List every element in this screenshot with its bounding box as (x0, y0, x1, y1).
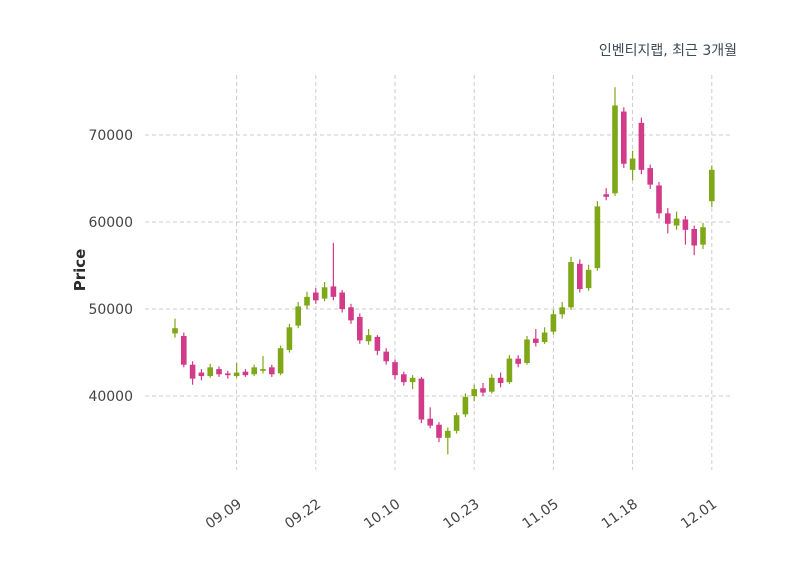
candle-body-up (585, 269, 592, 289)
candle-body-down (436, 424, 442, 438)
candle-body-up (321, 287, 328, 299)
candle-body-up (541, 332, 548, 343)
x-tick-label: 11.18 (599, 496, 641, 532)
y-axis-label: Price (71, 248, 89, 292)
candle-body-down (638, 122, 645, 170)
candle-body-up (207, 367, 213, 377)
candle-body-down (691, 228, 697, 246)
candle-body-down (181, 336, 187, 365)
x-tick-label: 12.01 (678, 496, 720, 532)
x-tick-label: 09.09 (203, 496, 245, 532)
y-tick-label: 50000 (88, 302, 133, 318)
y-tick-label: 60000 (88, 215, 133, 231)
candle-body-up (506, 358, 513, 383)
candle-body-down (603, 194, 609, 197)
candle-body-down (330, 286, 337, 297)
chart-title: 인벤티지랩, 최근 3개월 (598, 43, 737, 59)
candle-body-up (524, 339, 530, 363)
candle-body-down (665, 213, 671, 224)
candle-body-up (568, 262, 574, 308)
candle-body-up (295, 306, 301, 326)
candle-body-up (612, 105, 618, 194)
candle-body-down (357, 316, 363, 341)
x-tick-label: 10.10 (361, 496, 403, 532)
candle-body-down (418, 378, 425, 420)
candle-body-down (497, 377, 504, 383)
candle-body-up (489, 377, 495, 392)
candle-body-down (621, 111, 627, 164)
candle-body-up (700, 227, 706, 245)
candle-body-down (392, 362, 398, 376)
y-tick-label: 40000 (88, 389, 133, 405)
candle-body-up (304, 296, 310, 306)
candle-body-down (313, 292, 319, 301)
candle-body-up (409, 377, 416, 383)
candle-body-down (682, 219, 689, 230)
candle-body-up (453, 415, 460, 431)
candle-body-down (198, 372, 205, 377)
candle-body-up (233, 372, 240, 377)
candle-body-down (348, 307, 354, 321)
candle-body-down (656, 185, 662, 214)
x-tick-label: 09.22 (282, 496, 324, 532)
candle-body-up (251, 367, 257, 375)
candle-body-up (286, 327, 293, 350)
candle-body-down (383, 351, 389, 362)
candle-body-up (462, 396, 469, 415)
y-tick-label: 70000 (88, 128, 133, 144)
x-tick-label: 10.23 (440, 496, 482, 532)
candle-body-up (260, 369, 266, 371)
candle-body-down (647, 168, 653, 185)
candle-body-down (401, 374, 407, 383)
candle-body-down (577, 263, 583, 290)
candle-body-down (480, 388, 486, 393)
candle-body-up (550, 314, 557, 332)
candle-body-down (374, 336, 381, 351)
candle-body-up (471, 389, 477, 397)
candle-body-up (673, 218, 680, 226)
candle-body-down (242, 371, 249, 376)
candle-body-down (533, 338, 539, 343)
candle-body-up (445, 430, 451, 438)
candle-body-up (709, 169, 715, 202)
candle-body-up (365, 335, 372, 342)
candle-body-down (216, 369, 222, 375)
candle-body-up (629, 158, 636, 170)
candle-body-down (189, 364, 196, 379)
candle-body-up (559, 307, 565, 315)
candle-body-down (225, 373, 231, 376)
candle-body-up (594, 206, 601, 269)
x-tick-label: 11.05 (520, 496, 562, 532)
candle-body-up (172, 328, 178, 334)
candle-body-down (515, 358, 521, 364)
candle-body-up (277, 348, 284, 374)
candle-body-down (427, 418, 433, 426)
candle-body-down (269, 367, 275, 375)
candle-body-down (339, 292, 345, 310)
